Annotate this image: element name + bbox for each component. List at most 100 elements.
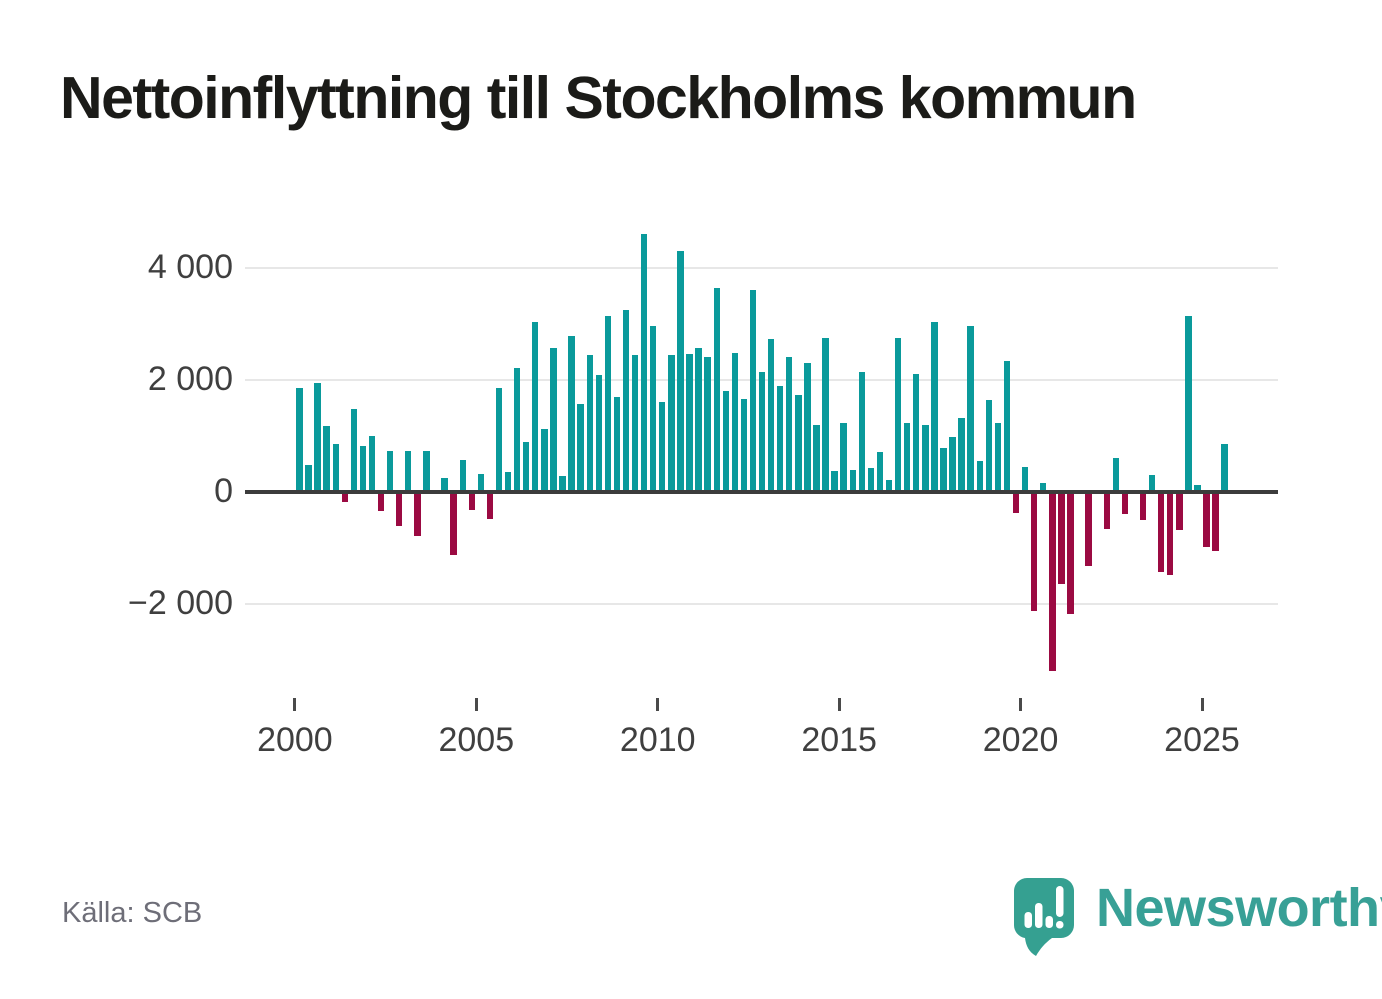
bar-negative [450,491,457,556]
bar-positive [840,422,847,493]
bar-positive [885,480,893,493]
bar-positive [1148,474,1156,493]
bar-positive [985,399,993,493]
bar-positive [332,444,339,493]
x-axis-tick-label: 2025 [1164,721,1240,759]
bar-positive [922,424,929,493]
x-axis-tick-label: 2000 [257,721,333,759]
bar-positive [1040,483,1047,493]
bar-positive [713,287,720,493]
bar-positive [523,442,530,493]
y-axis-tick-label: −2 000 [128,583,233,622]
x-axis-tick-label: 2020 [982,721,1059,759]
bar-positive [459,459,466,493]
bar-positive [831,471,838,493]
bar-positive [613,396,621,493]
bar-positive [541,428,548,493]
bar-positive [767,338,775,493]
bar-negative [396,491,403,527]
bar-positive [513,367,521,493]
x-axis-tick-label: 2005 [438,721,515,759]
source-note: Källa: SCB [62,897,203,929]
bar-negative [1139,491,1147,520]
bar-negative [414,491,421,536]
bar-positive [813,424,820,493]
bar-positive [559,475,566,493]
x-axis-zero-line [245,489,1278,494]
bar-negative [1085,491,1092,567]
bar-negative [341,491,348,503]
bar-positive [423,450,430,493]
bar-positive [867,467,875,493]
x-axis-tick-mark [1200,698,1204,711]
bar-positive [858,372,866,493]
bar-negative [1121,491,1129,514]
bar-positive [595,375,602,493]
bar-negative [1067,491,1074,615]
gridline [245,266,1278,269]
bar-positive [668,355,675,493]
bar-positive [631,355,639,493]
bar-positive [731,352,739,493]
bar-positive [786,357,793,493]
x-axis-tick-label: 2010 [619,721,696,759]
bar-negative [1030,491,1038,612]
bar-positive [994,423,1002,493]
bar-positive [1194,484,1201,493]
bar-positive [659,401,666,493]
bar-positive [550,348,557,493]
bar-positive [350,409,358,493]
bar-negative [1012,491,1020,513]
bar-positive [776,385,784,493]
bar-positive [495,387,503,493]
x-axis-tick-mark [474,698,478,711]
gridline [245,602,1278,605]
newsworthy-wordmark: Newsworthy [1096,878,1382,938]
bar-positive [695,347,702,493]
bar-positive [441,478,448,493]
bar-negative [377,491,385,511]
bar-positive [577,403,584,493]
bar-negative [1058,491,1065,584]
y-axis-tick-label: 2 000 [147,359,233,398]
bar-positive [386,450,394,493]
bar-positive [323,425,330,493]
bar-positive [1185,315,1192,493]
bar-negative [468,491,475,511]
bar-positive [1003,361,1011,493]
bar-positive [795,394,802,493]
bar-positive [822,338,829,493]
bar-positive [650,326,657,493]
bar-positive [305,465,312,493]
bar-negative [1176,491,1183,531]
bar-negative [1203,491,1210,548]
bar-negative [1212,491,1219,552]
bar-positive [758,372,766,493]
bar-positive [1021,466,1029,493]
bar-positive [849,470,856,493]
newsworthy-speech-bubble-chart-icon [1012,876,1076,965]
bar-positive [604,315,612,493]
bar-positive [477,474,485,493]
bar-positive [804,362,811,493]
bar-positive [876,452,884,493]
bar-positive [504,471,512,493]
bar-positive [532,321,539,493]
bar-positive [976,461,983,493]
bar-positive [314,382,321,493]
bar-positive [1112,458,1120,493]
bar-positive [903,422,911,493]
bar-positive [640,234,648,493]
bar-positive [958,418,965,493]
bar-positive [931,322,938,493]
x-axis-tick-mark [1019,698,1023,711]
chart-title: Nettoinflyttning till Stockholms kommun [60,65,1137,131]
bar-positive [740,398,748,493]
bar-negative [486,491,494,520]
bar-positive [359,445,367,493]
y-axis-tick-label: 0 [214,471,233,510]
bar-negative [1103,491,1110,529]
bar-positive [368,435,376,493]
bar-positive [1221,444,1228,493]
